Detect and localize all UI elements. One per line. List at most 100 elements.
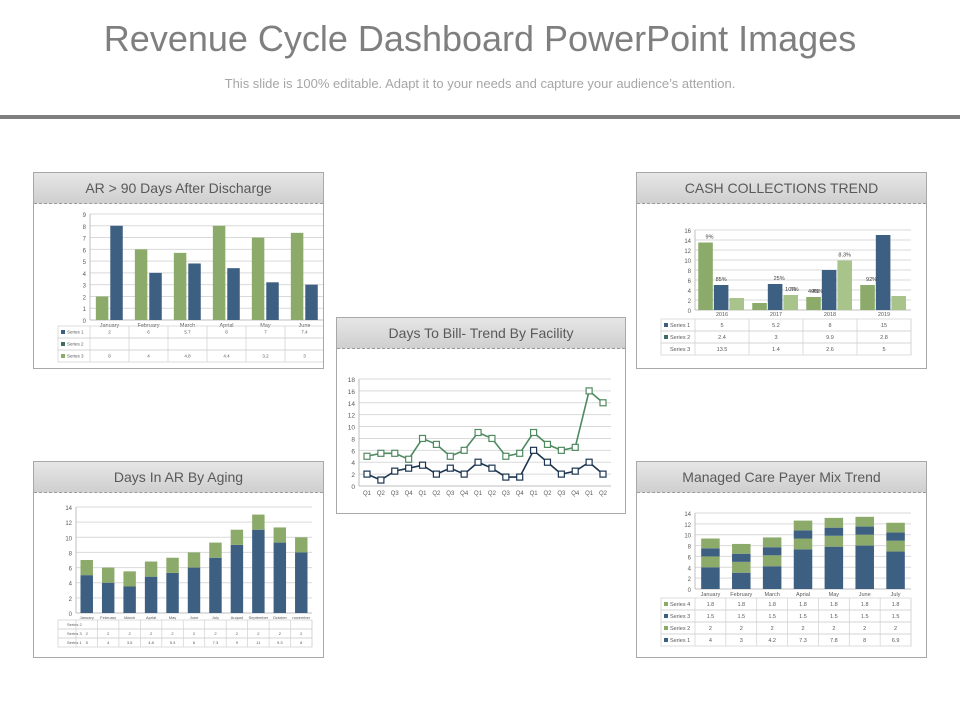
dtb-ytick-label: 0	[351, 484, 355, 491]
dtb-ytick-label: 14	[348, 401, 356, 408]
payer-ytick-label: 10	[684, 534, 691, 540]
ar90-ytick-label: 5	[83, 260, 87, 266]
payer-bar-segment	[762, 555, 782, 567]
dtb-category-label: Q3	[391, 491, 400, 497]
ar90-bar-series-1	[134, 249, 148, 320]
payer-ytick-label: 0	[688, 588, 692, 594]
cash-heading: CASH COLLECTIONS TREND	[637, 173, 926, 204]
ar90-bar-series-1	[95, 296, 109, 320]
ar90-ytick-label: 6	[83, 248, 87, 254]
dtb-point	[516, 473, 524, 481]
payer-cell-value: 2	[801, 626, 804, 632]
payer-cell-value: 2	[832, 626, 835, 632]
cash-bar	[698, 242, 713, 310]
ar90-cell-value: 6	[147, 330, 150, 335]
ar90-legend-key	[61, 330, 65, 334]
ar90-legend-key	[61, 342, 65, 346]
payer-series-label: Series 1	[670, 638, 690, 644]
aging-cell-value: 2	[236, 631, 239, 636]
payer-table-row	[660, 633, 912, 647]
payer-bar-segment	[824, 527, 844, 536]
payer-cell-value: 7.8	[830, 638, 838, 644]
aging-bar-series-1	[273, 542, 287, 613]
cash-bar	[860, 285, 875, 310]
cash-bar	[806, 297, 821, 310]
cash-series-label: Series 3	[670, 347, 690, 353]
payer-bar-segment	[886, 540, 905, 552]
payer-bar-segment	[886, 551, 905, 589]
aging-bar-series-3	[80, 560, 93, 576]
cash-series-label: Series 2	[670, 335, 690, 341]
ar90-series-label: Series 1	[67, 330, 84, 335]
aging-cell-value: 2	[107, 631, 110, 636]
cash-annotation: 45%	[812, 289, 823, 295]
dtb-category-label: Q1	[419, 491, 428, 497]
dtb-point	[529, 446, 538, 454]
cash-legend-key	[664, 323, 668, 327]
aging-bar-series-3	[209, 542, 222, 558]
aging-ytick-label: 12	[65, 521, 72, 527]
payer-cell-value: 1.5	[737, 614, 745, 620]
ar90-ytick-label: 2	[83, 295, 87, 301]
aging-category-label: July	[212, 615, 219, 620]
payer-bar-segment	[701, 556, 720, 568]
ar90-bar-series-3	[227, 268, 240, 320]
ar90-cell-value: 8	[108, 354, 111, 359]
ar90-series-label: Series 2	[67, 342, 84, 347]
ar90-ytick-label: 7	[83, 237, 87, 243]
aging-cell-value: 2	[171, 631, 174, 636]
aging-category-label: September	[249, 615, 269, 620]
dtb-point	[460, 446, 468, 454]
aging-bar-series-1	[252, 529, 265, 613]
payer-bar-segment	[732, 572, 751, 589]
ar90-legend-key	[61, 354, 65, 358]
dtb-category-label: Q4	[460, 491, 469, 497]
ar90-cell-value: 5.7	[184, 330, 191, 335]
cash-table-row	[660, 318, 912, 332]
dtb-point	[418, 461, 427, 469]
dtb-point	[418, 434, 427, 443]
cash-cell-value: 1.4	[772, 347, 780, 353]
dtb-category-label: Q2	[543, 491, 552, 497]
aging-panel: Days In AR By Aging 0 2 4 6 8 10 12 14 January Fe…	[33, 461, 324, 658]
title-divider	[0, 115, 960, 119]
dtb-point	[405, 464, 413, 472]
dtb-point	[391, 449, 399, 457]
payer-category-label: June	[859, 592, 871, 598]
payer-ytick-label: 2	[688, 577, 692, 583]
aging-cell-value: 7.3	[213, 640, 219, 645]
payer-bar-segment	[732, 543, 751, 554]
aging-bar-series-1	[101, 582, 115, 613]
ar90-table-row	[57, 349, 323, 363]
aging-bar-series-3	[144, 561, 158, 577]
ar90-cell-value: 3	[303, 354, 306, 359]
cash-ytick-label: 12	[684, 249, 691, 255]
dtb-point	[432, 440, 441, 448]
payer-cell-value: 2	[771, 626, 774, 632]
cash-ytick-label: 4	[688, 289, 692, 295]
cash-table-row	[660, 330, 912, 344]
aging-series-label: Series 3	[67, 631, 82, 636]
aging-category-label: november	[292, 615, 310, 620]
dtb-chart: 0 2 4 6 8 10 12 14 16 18 Q1 Q2 Q3 Q4 Q1 Q2 Q3 Q4 Q1 Q2 Q3 Q4 Q…	[348, 377, 611, 497]
cash-annotation: 40%	[808, 289, 819, 295]
dtb-ytick-label: 16	[348, 389, 356, 396]
ar90-cell-value: 2	[108, 330, 111, 335]
payer-table-row	[660, 597, 912, 611]
cash-panel: CASH COLLECTIONS TREND 0 2 4 6 8 10 12 14 16 2016…	[636, 172, 927, 369]
payer-cell-value: 4.2	[768, 638, 776, 644]
payer-cell-value: 2	[894, 626, 897, 632]
dtb-point	[529, 428, 538, 437]
dtb-point	[363, 452, 371, 460]
payer-category-label: July	[891, 592, 901, 598]
payer-category-label: February	[730, 592, 752, 598]
aging-bar-series-1	[144, 576, 158, 613]
dtb-category-label: Q2	[432, 491, 441, 497]
ar90-ytick-label: 1	[83, 307, 87, 313]
dtb-point	[571, 443, 579, 451]
dtb-point	[557, 470, 565, 478]
payer-legend-key	[664, 614, 668, 618]
payer-cell-value: 1.8	[892, 602, 900, 608]
payer-cell-value: 3	[740, 638, 743, 644]
